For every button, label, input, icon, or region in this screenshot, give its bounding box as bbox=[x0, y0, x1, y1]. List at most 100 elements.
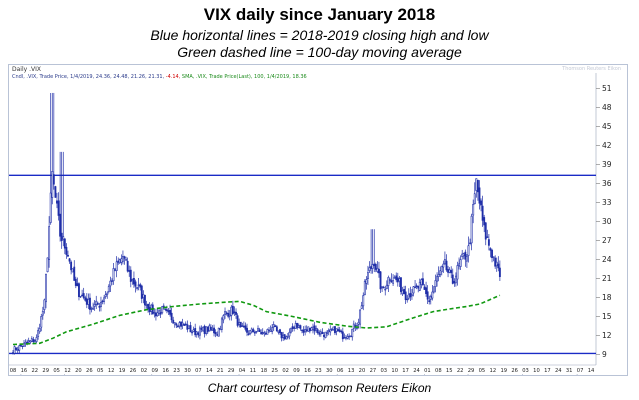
x-day-tick-label: 12 bbox=[490, 368, 497, 374]
candle-body bbox=[239, 321, 242, 327]
candle-body bbox=[395, 275, 398, 281]
candle-body bbox=[27, 340, 30, 343]
candle-body bbox=[176, 325, 179, 328]
x-day-tick-label: 05 bbox=[479, 368, 486, 374]
y-tick-label: 33 bbox=[602, 198, 612, 207]
candle-body bbox=[224, 311, 226, 315]
candle-body bbox=[290, 327, 292, 333]
candle-body bbox=[263, 332, 266, 335]
candle-body bbox=[266, 329, 269, 335]
candle-body bbox=[205, 326, 208, 334]
candle-body bbox=[363, 281, 366, 296]
candle-body bbox=[238, 322, 241, 325]
candle-body bbox=[170, 312, 173, 321]
candle-body bbox=[360, 305, 363, 309]
y-tick-label: 9 bbox=[602, 350, 607, 359]
candle-body bbox=[362, 295, 365, 307]
candle-body bbox=[319, 331, 322, 335]
candle-body bbox=[475, 178, 478, 191]
x-day-tick-label: 29 bbox=[468, 368, 475, 374]
candle-body bbox=[498, 267, 501, 278]
x-day-tick-label: 05 bbox=[53, 368, 60, 374]
candle-body bbox=[222, 315, 225, 321]
candle-body bbox=[198, 327, 201, 336]
candle-body bbox=[255, 330, 258, 333]
chart-subtitle-lines: Blue horizontal lines = 2018-2019 closin… bbox=[150, 27, 489, 43]
candle-body bbox=[87, 299, 90, 305]
candle-body bbox=[420, 279, 423, 285]
candle-body bbox=[159, 312, 162, 315]
candle-body bbox=[242, 325, 245, 328]
candle-body bbox=[437, 274, 440, 277]
candle-body bbox=[432, 286, 435, 293]
candle-body bbox=[299, 325, 302, 329]
x-day-tick-label: 02 bbox=[141, 368, 148, 374]
x-day-tick-label: 10 bbox=[533, 368, 540, 374]
candle-body bbox=[142, 294, 145, 299]
x-day-tick-label: 25 bbox=[271, 368, 278, 374]
candle-body bbox=[373, 263, 376, 266]
candle-body bbox=[26, 341, 29, 344]
candle-body bbox=[476, 179, 479, 193]
candle-body bbox=[387, 277, 390, 286]
candle-body bbox=[294, 323, 297, 329]
candle-body bbox=[129, 269, 132, 282]
candle-body bbox=[197, 332, 200, 336]
x-day-tick-label: 14 bbox=[206, 368, 213, 374]
candle-body bbox=[465, 256, 468, 262]
candle-body bbox=[236, 315, 239, 326]
candle-body bbox=[456, 265, 459, 280]
candle-body bbox=[67, 254, 69, 257]
candle-body bbox=[147, 303, 150, 310]
candle-body bbox=[461, 253, 464, 257]
candle-body bbox=[268, 329, 270, 332]
x-day-tick-label: 26 bbox=[86, 368, 93, 374]
candle-body bbox=[316, 329, 319, 334]
candle-body bbox=[291, 326, 294, 329]
candle-body bbox=[352, 323, 355, 329]
candle-body bbox=[440, 265, 443, 273]
x-day-tick-label: 07 bbox=[577, 368, 584, 374]
candle-body bbox=[458, 263, 460, 267]
candle-body bbox=[264, 333, 267, 335]
y-tick-label: 39 bbox=[602, 160, 612, 169]
candle-body bbox=[85, 298, 88, 305]
x-day-tick-label: 08 bbox=[435, 368, 442, 374]
candle-body bbox=[131, 279, 134, 281]
candle-body bbox=[161, 306, 164, 314]
x-day-tick-label: 09 bbox=[293, 368, 300, 374]
y-tick-label: 12 bbox=[602, 331, 612, 340]
candle-body bbox=[453, 281, 456, 284]
candle-body bbox=[191, 331, 193, 334]
x-day-tick-label: 29 bbox=[228, 368, 235, 374]
candle-body bbox=[23, 342, 25, 347]
candle-body bbox=[282, 334, 285, 338]
x-day-tick-label: 22 bbox=[32, 368, 39, 374]
candle-body bbox=[431, 291, 434, 299]
x-day-tick-label: 07 bbox=[195, 368, 202, 374]
candle-body bbox=[187, 325, 190, 329]
candle-body bbox=[136, 287, 139, 289]
candle-body bbox=[442, 263, 445, 268]
candle-body bbox=[154, 312, 157, 317]
candle-body bbox=[288, 331, 291, 337]
x-day-tick-label: 03 bbox=[522, 368, 529, 374]
candle-body bbox=[217, 327, 220, 337]
candle-body bbox=[480, 200, 482, 206]
candle-body bbox=[76, 283, 79, 287]
chart-title: VIX daily since January 2018 bbox=[203, 5, 436, 24]
candle-body bbox=[400, 277, 402, 292]
legend-line: Cndl, .VIX, Trade Price, 1/4/2019, 24.36… bbox=[12, 74, 307, 80]
candle-body bbox=[494, 257, 497, 267]
candle-body bbox=[272, 324, 275, 328]
candle-body bbox=[483, 217, 486, 226]
x-day-tick-label: 19 bbox=[119, 368, 126, 374]
x-day-tick-label: 06 bbox=[337, 368, 344, 374]
candle-body bbox=[54, 186, 57, 198]
candle-body bbox=[227, 312, 230, 317]
y-tick-label: 24 bbox=[602, 255, 612, 264]
candle-body bbox=[184, 323, 187, 326]
candle-body bbox=[491, 249, 493, 259]
candle-body bbox=[167, 310, 170, 313]
candle-body bbox=[329, 329, 332, 333]
